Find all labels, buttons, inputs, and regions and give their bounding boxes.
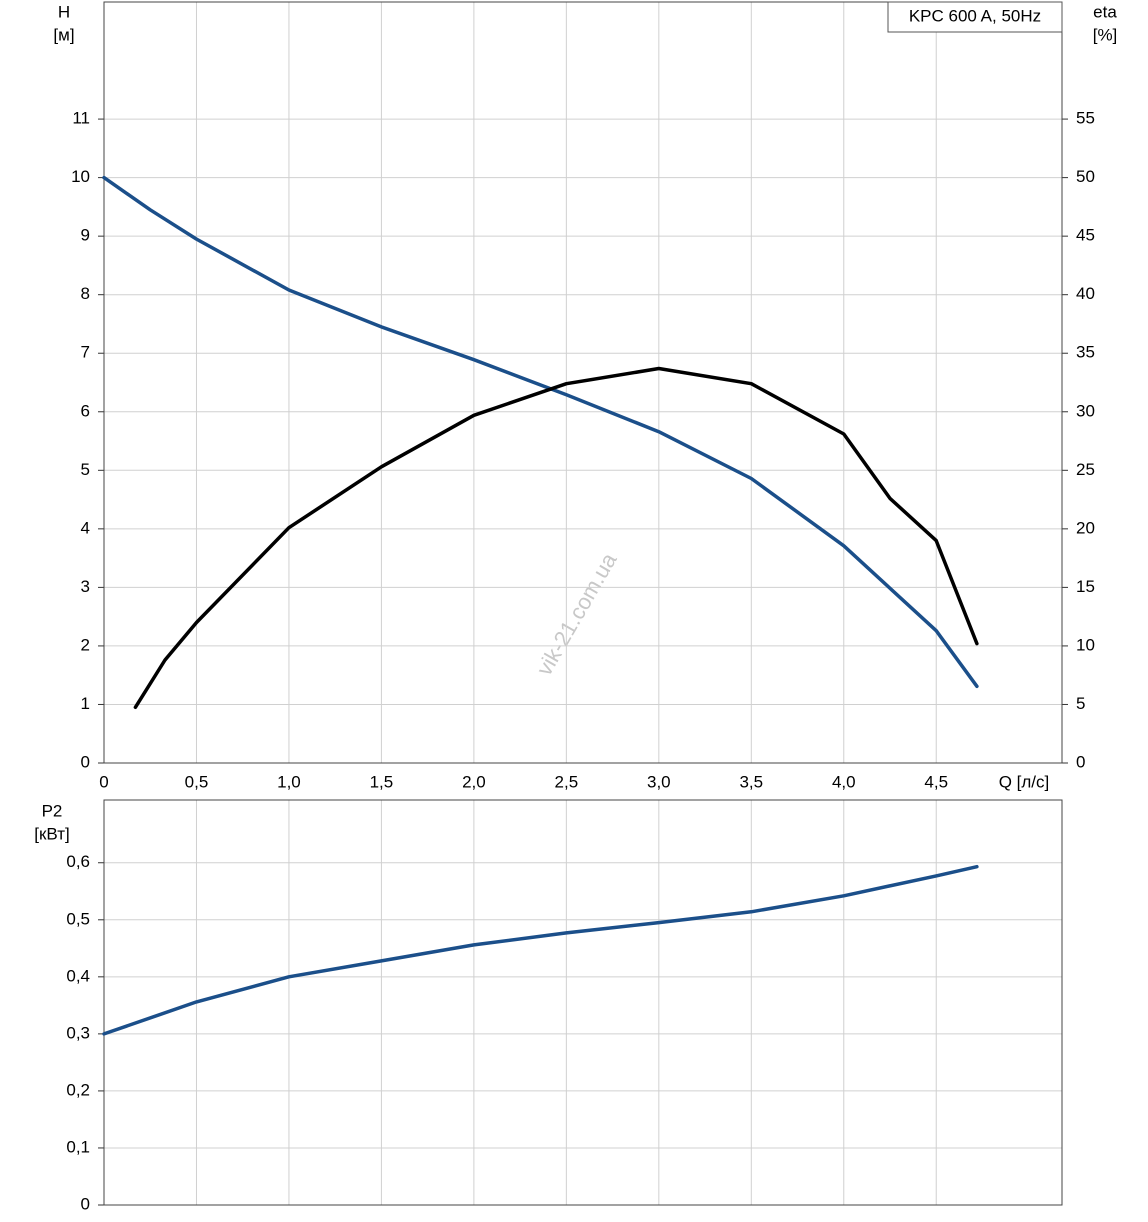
- y2-axis-label: eta: [1093, 2, 1117, 21]
- plot-frame: [103, 799, 1063, 1206]
- y-tick-label: 9: [81, 226, 90, 245]
- x-tick-label: 3,5: [739, 772, 763, 791]
- x-tick-label: 0: [99, 772, 108, 791]
- y2-tick-label: 40: [1076, 284, 1095, 303]
- y2-tick-label: 25: [1076, 460, 1095, 479]
- chart-title: KPC 600 A, 50Hz: [909, 6, 1041, 25]
- x-tick-label: 3,0: [647, 772, 671, 791]
- y-tick-label: 0,4: [66, 966, 90, 985]
- plot-frame: [103, 1, 1063, 764]
- y-tick-label: 6: [81, 401, 90, 420]
- x-tick-label: 4,0: [832, 772, 856, 791]
- y-tick-label: 0,6: [66, 852, 90, 871]
- y-tick-label: 5: [81, 460, 90, 479]
- y-tick-label: 0: [81, 752, 90, 771]
- data-line: [102, 175, 979, 689]
- x-tick-label: 4,5: [924, 772, 948, 791]
- y-tick-label: 0,5: [66, 909, 90, 928]
- y2-tick-label: 0: [1076, 752, 1085, 771]
- data-line: [102, 864, 979, 1036]
- y-tick-label: 4: [81, 518, 90, 537]
- y-tick-label: 2: [81, 635, 90, 654]
- watermark: vik-21.com.ua: [531, 548, 622, 680]
- y2-axis-unit: [%]: [1093, 25, 1118, 44]
- y-axis-unit: [кВт]: [34, 824, 69, 843]
- x-tick-label: 0,5: [185, 772, 209, 791]
- x-tick-label: 2,0: [462, 772, 486, 791]
- y2-tick-label: 10: [1076, 635, 1095, 654]
- x-axis-label: Q [л/с]: [999, 772, 1050, 791]
- x-tick-label: 1,5: [370, 772, 394, 791]
- y-axis-label: P2: [42, 801, 63, 820]
- data-line: [133, 366, 979, 710]
- y-tick-label: 0,2: [66, 1080, 90, 1099]
- y-tick-label: 11: [72, 109, 90, 128]
- y2-tick-label: 15: [1076, 577, 1095, 596]
- y2-tick-label: 20: [1076, 518, 1095, 537]
- y-tick-label: 3: [81, 577, 90, 596]
- y2-tick-label: 5: [1076, 694, 1085, 713]
- y2-tick-label: 30: [1076, 401, 1095, 420]
- title-box: [887, 1, 1063, 33]
- y-tick-label: 0,1: [66, 1137, 90, 1156]
- y2-tick-label: 55: [1076, 109, 1095, 128]
- y-tick-label: 1: [81, 694, 90, 713]
- y-axis-label: H: [58, 2, 70, 21]
- y-tick-label: 8: [81, 284, 90, 303]
- x-tick-label: 1,0: [277, 772, 301, 791]
- y-tick-label: 0: [81, 1194, 90, 1213]
- y-tick-label: 7: [81, 343, 90, 362]
- y2-tick-label: 35: [1076, 343, 1095, 362]
- x-tick-label: 2,5: [555, 772, 579, 791]
- y2-tick-label: 50: [1076, 167, 1095, 186]
- y2-tick-label: 45: [1076, 226, 1095, 245]
- y-tick-label: 0,3: [66, 1023, 90, 1042]
- y-axis-unit: [м]: [53, 25, 74, 44]
- y-tick-label: 10: [71, 167, 90, 186]
